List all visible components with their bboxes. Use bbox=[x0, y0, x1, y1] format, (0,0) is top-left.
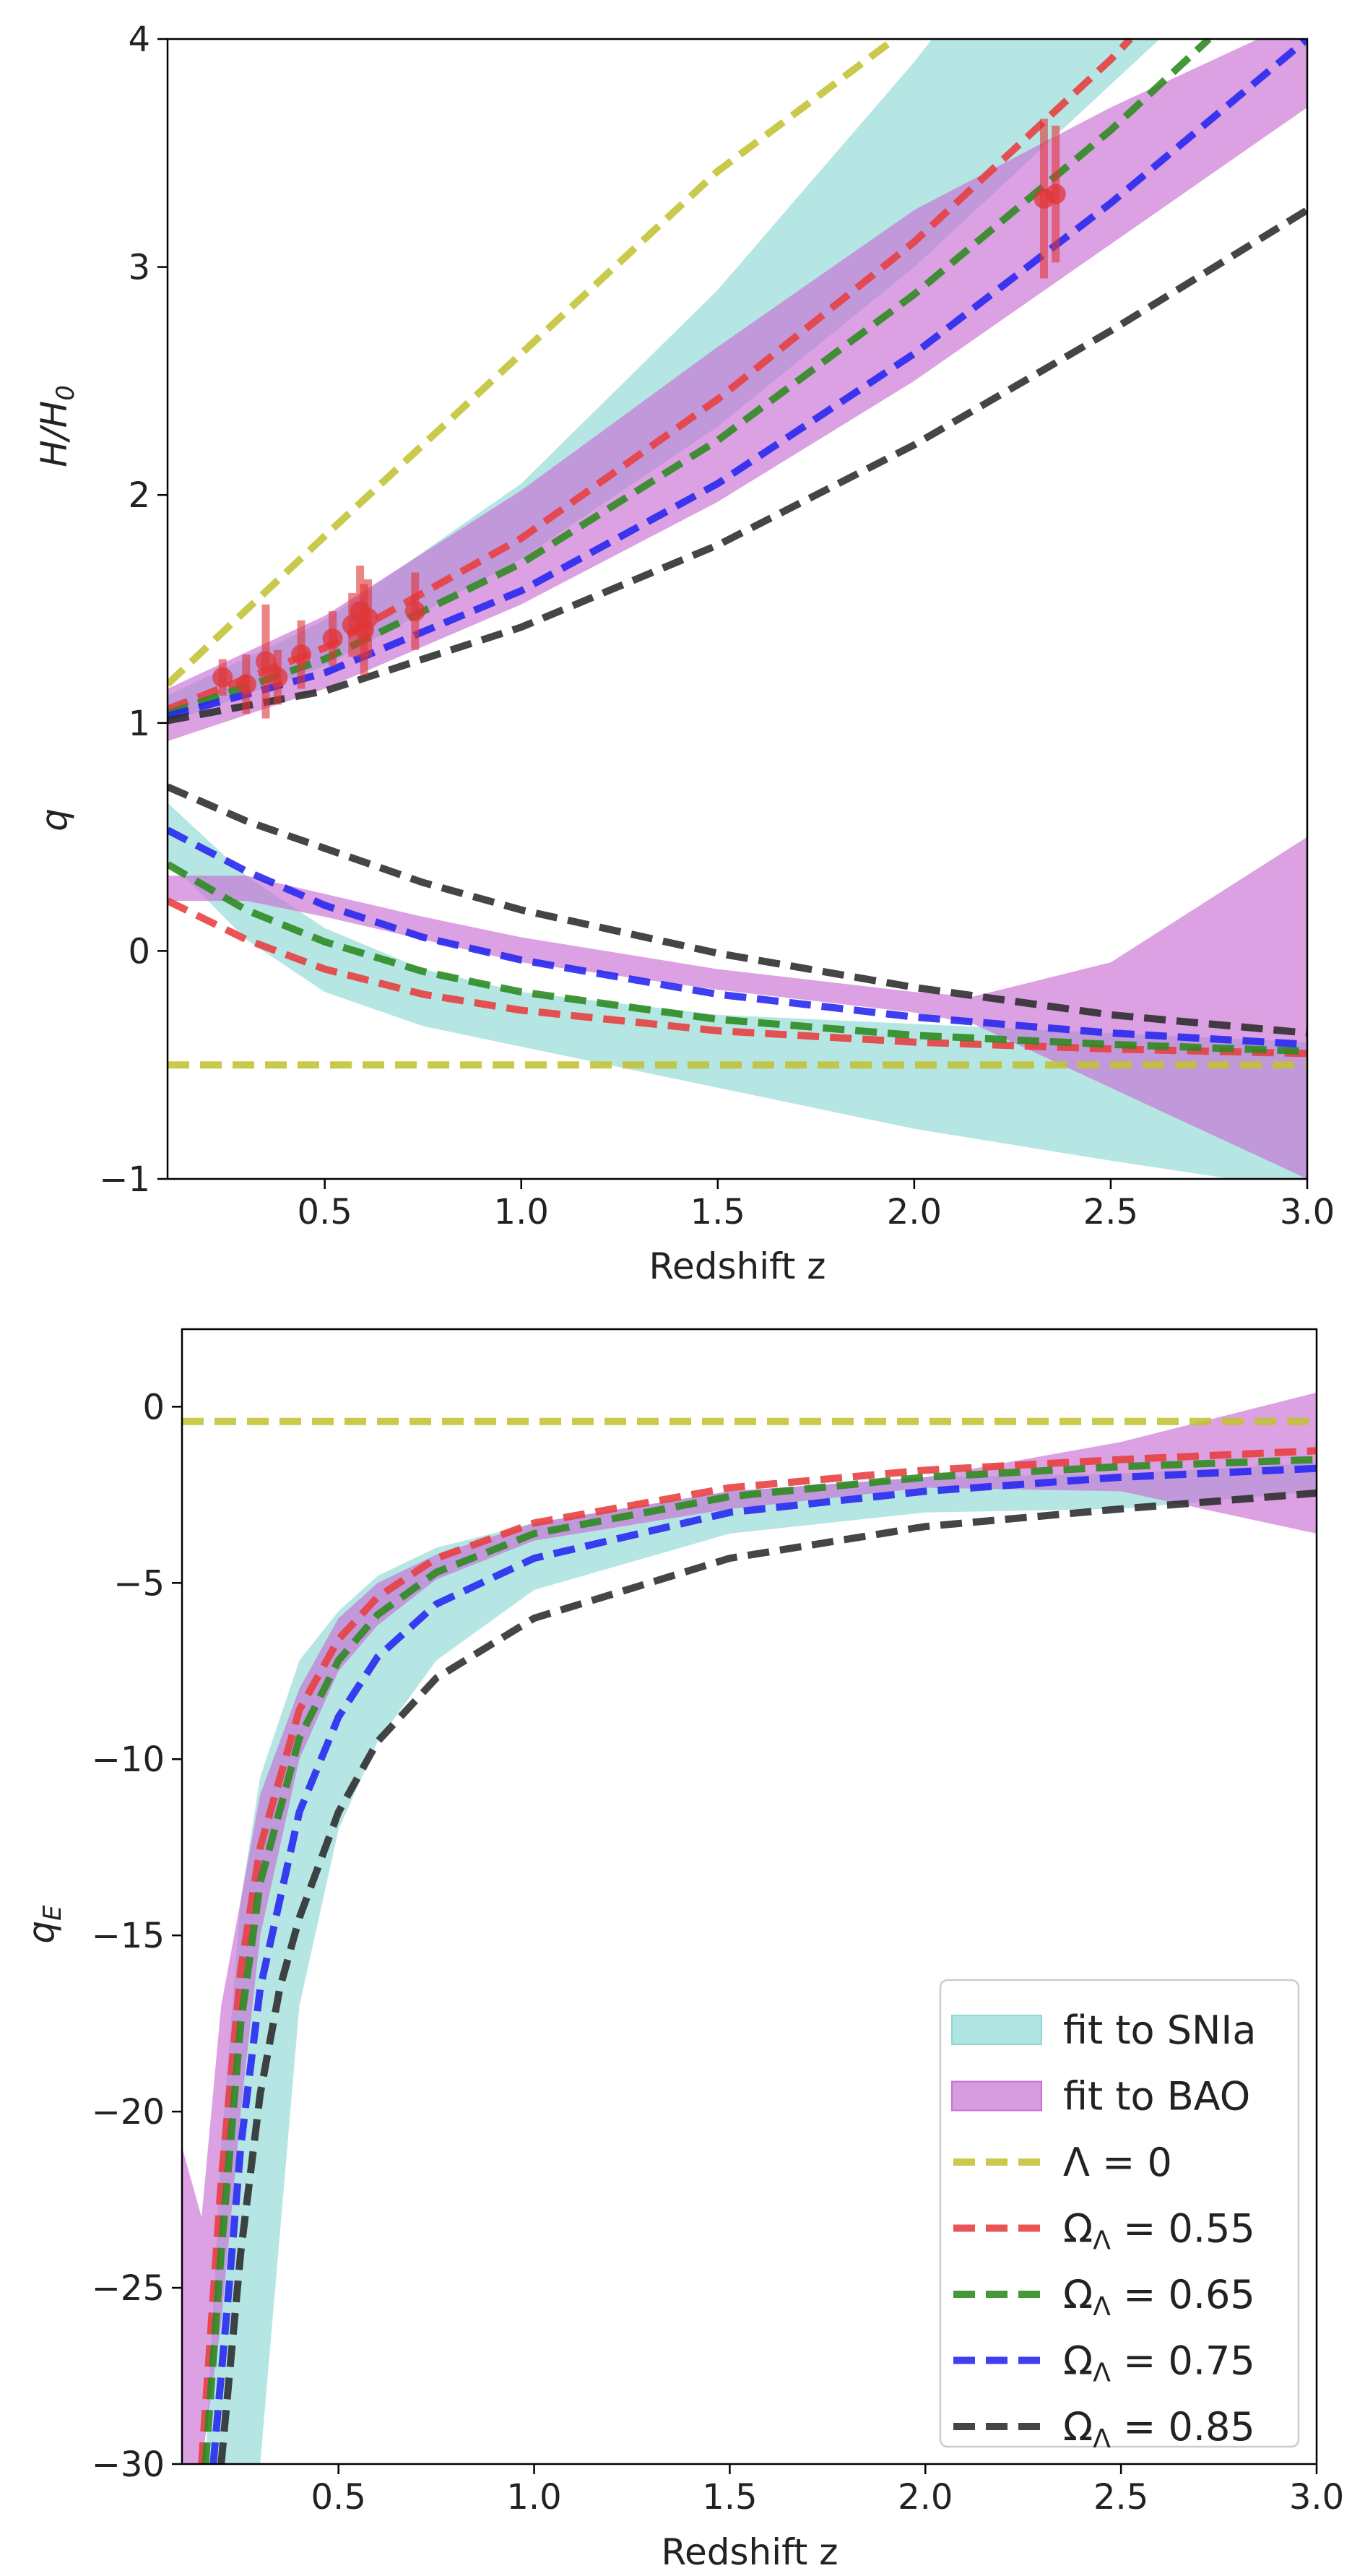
bottom-y-tick-label: −10 bbox=[92, 1739, 165, 1780]
bottom-x-tick-label: 2.0 bbox=[898, 2477, 953, 2517]
legend-label: ΩΛ = 0.65 bbox=[1063, 2272, 1255, 2322]
top-data-point bbox=[322, 611, 343, 666]
bottom-plot-area bbox=[182, 1392, 1317, 2464]
top-band-sn-h bbox=[168, 39, 1160, 723]
bottom-x-tick-label: 1.5 bbox=[702, 2477, 757, 2517]
data-marker bbox=[212, 667, 233, 688]
legend-entry-0-85: ΩΛ = 0.85 bbox=[953, 2404, 1255, 2454]
top-x-tick-label: 3.0 bbox=[1280, 1192, 1335, 1232]
bottom-y-tick-label: −20 bbox=[92, 2092, 165, 2132]
top-y-tick-label: 1 bbox=[128, 704, 150, 744]
legend: fit to SNIa fit to BAO Λ = 0 ΩΛ = 0.55 ΩΛ = … bbox=[939, 1979, 1300, 2454]
bottom-y-tick-label: −15 bbox=[92, 1916, 165, 1956]
top-panel-hubble-deceleration: 0.5 1.0 1.5 2.0 2.5 3.0 −1 0 1 2 3 4 Redshift z H/… bbox=[33, 20, 1335, 1287]
data-marker bbox=[291, 644, 312, 665]
legend-label: fit to SNIa bbox=[1063, 2007, 1256, 2053]
data-marker bbox=[256, 651, 277, 672]
top-line-0-55-h bbox=[168, 39, 1133, 713]
bottom-y-tick-label: −5 bbox=[113, 1563, 165, 1604]
top-data-point bbox=[358, 579, 378, 657]
legend-entry-0-65: ΩΛ = 0.65 bbox=[953, 2272, 1255, 2322]
top-band-bao-h bbox=[168, 39, 1307, 741]
legend-label: Λ = 0 bbox=[1063, 2140, 1172, 2185]
top-y-axis-label-H: H/H0 bbox=[33, 385, 80, 467]
top-band-bao-q bbox=[168, 837, 1307, 1179]
top-line-0-65-q bbox=[168, 861, 1307, 1055]
top-y-axis-label-q: q bbox=[33, 808, 75, 831]
top-line-0-85-q bbox=[168, 783, 1307, 1037]
legend-label: ΩΛ = 0.55 bbox=[1063, 2206, 1255, 2256]
bottom-y-label-sub: E bbox=[38, 1905, 67, 1921]
top-x-tick-label: 2.5 bbox=[1083, 1192, 1138, 1232]
bottom-line-0-55 bbox=[198, 1447, 1317, 2464]
top-line-0-55-q bbox=[168, 897, 1307, 1058]
data-marker bbox=[235, 674, 256, 695]
bottom-y-tick-label: −25 bbox=[92, 2268, 165, 2309]
top-line-0-75-h bbox=[168, 39, 1307, 720]
legend-swatch bbox=[951, 2080, 1042, 2112]
top-y-tick-label: −1 bbox=[99, 1159, 150, 1200]
top-band-sn-q bbox=[168, 803, 1307, 1179]
top-line-0-h bbox=[168, 39, 897, 687]
legend-entry-fit-to-bao: fit to BAO bbox=[951, 2074, 1250, 2119]
top-x-tick-label: 2.0 bbox=[887, 1192, 942, 1232]
bottom-x-tick-label: 1.0 bbox=[506, 2477, 561, 2517]
top-data-point bbox=[235, 654, 256, 714]
top-line-0-75-q bbox=[168, 826, 1307, 1048]
bottom-x-tick-label: 3.0 bbox=[1289, 2477, 1344, 2517]
bottom-line-0-65 bbox=[202, 1456, 1317, 2464]
top-data-point bbox=[404, 572, 425, 650]
top-line-0-85-h bbox=[168, 207, 1307, 725]
bottom-x-tick-label: 0.5 bbox=[311, 2477, 366, 2517]
top-y-tick-label: 0 bbox=[128, 931, 150, 972]
top-plot-area bbox=[168, 39, 1307, 1179]
top-data-point bbox=[267, 649, 288, 705]
data-marker bbox=[322, 628, 343, 649]
top-y-ticks: −1 0 1 2 3 4 bbox=[99, 20, 168, 1200]
top-x-tick-label: 1.0 bbox=[494, 1192, 549, 1232]
top-data-point bbox=[256, 604, 277, 719]
bottom-x-ticks: 0.5 1.0 1.5 2.0 2.5 3.0 bbox=[311, 2464, 1344, 2517]
legend-entries: fit to SNIa fit to BAO Λ = 0 ΩΛ = 0.55 ΩΛ = … bbox=[951, 2007, 1256, 2454]
legend-entry-fit-to-snia: fit to SNIa bbox=[951, 2007, 1256, 2053]
bottom-line-0-75 bbox=[209, 1464, 1317, 2464]
top-data-point bbox=[1045, 125, 1066, 263]
top-x-tick-label: 0.5 bbox=[297, 1192, 352, 1232]
data-marker bbox=[1045, 183, 1066, 204]
top-x-axis-label: Redshift z bbox=[649, 1245, 826, 1287]
bottom-y-tick-label: 0 bbox=[142, 1387, 165, 1427]
top-y-tick-label: 4 bbox=[128, 20, 150, 60]
legend-label: fit to BAO bbox=[1063, 2074, 1250, 2119]
data-marker bbox=[358, 608, 378, 628]
bottom-y-tick-label: −30 bbox=[92, 2445, 165, 2485]
bottom-line-0-85 bbox=[217, 1489, 1317, 2464]
top-y-tick-label: 3 bbox=[128, 248, 150, 288]
bottom-x-axis-label: Redshift z bbox=[661, 2531, 838, 2573]
legend-label: ΩΛ = 0.75 bbox=[1063, 2338, 1255, 2388]
bottom-axes-frame bbox=[181, 1328, 1318, 2465]
top-data-point bbox=[212, 659, 233, 696]
top-line-0-65-h bbox=[168, 39, 1212, 717]
top-y-label-H-main: H/H bbox=[33, 401, 75, 467]
bottom-panel-qE: 0.5 1.0 1.5 2.0 2.5 3.0 0 −5 −10 −15 −20 −25 −30 Re… bbox=[20, 1328, 1344, 2573]
bottom-y-label-main: q bbox=[20, 1921, 62, 1944]
data-marker bbox=[267, 667, 288, 688]
legend-label: ΩΛ = 0.85 bbox=[1063, 2404, 1255, 2454]
top-x-ticks: 0.5 1.0 1.5 2.0 2.5 3.0 bbox=[297, 1179, 1335, 1232]
bottom-x-tick-label: 2.5 bbox=[1093, 2477, 1148, 2517]
legend-entry-0-75: ΩΛ = 0.75 bbox=[953, 2338, 1255, 2388]
top-y-label-H-sub: 0 bbox=[51, 385, 80, 401]
bottom-y-axis-label: qE bbox=[20, 1905, 67, 1944]
bottom-y-ticks: 0 −5 −10 −15 −20 −25 −30 bbox=[92, 1387, 182, 2485]
legend-entry-0: Λ = 0 bbox=[953, 2140, 1172, 2185]
top-data-point bbox=[291, 620, 312, 689]
top-axes-frame bbox=[166, 38, 1309, 1180]
legend-entry-0-55: ΩΛ = 0.55 bbox=[953, 2206, 1255, 2256]
top-x-tick-label: 1.5 bbox=[690, 1192, 745, 1232]
legend-swatch bbox=[951, 2015, 1042, 2045]
data-marker bbox=[404, 601, 425, 622]
top-y-tick-label: 2 bbox=[128, 475, 150, 516]
